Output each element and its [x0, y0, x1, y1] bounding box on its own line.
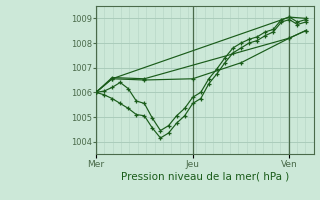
X-axis label: Pression niveau de la mer( hPa ): Pression niveau de la mer( hPa )	[121, 171, 289, 181]
